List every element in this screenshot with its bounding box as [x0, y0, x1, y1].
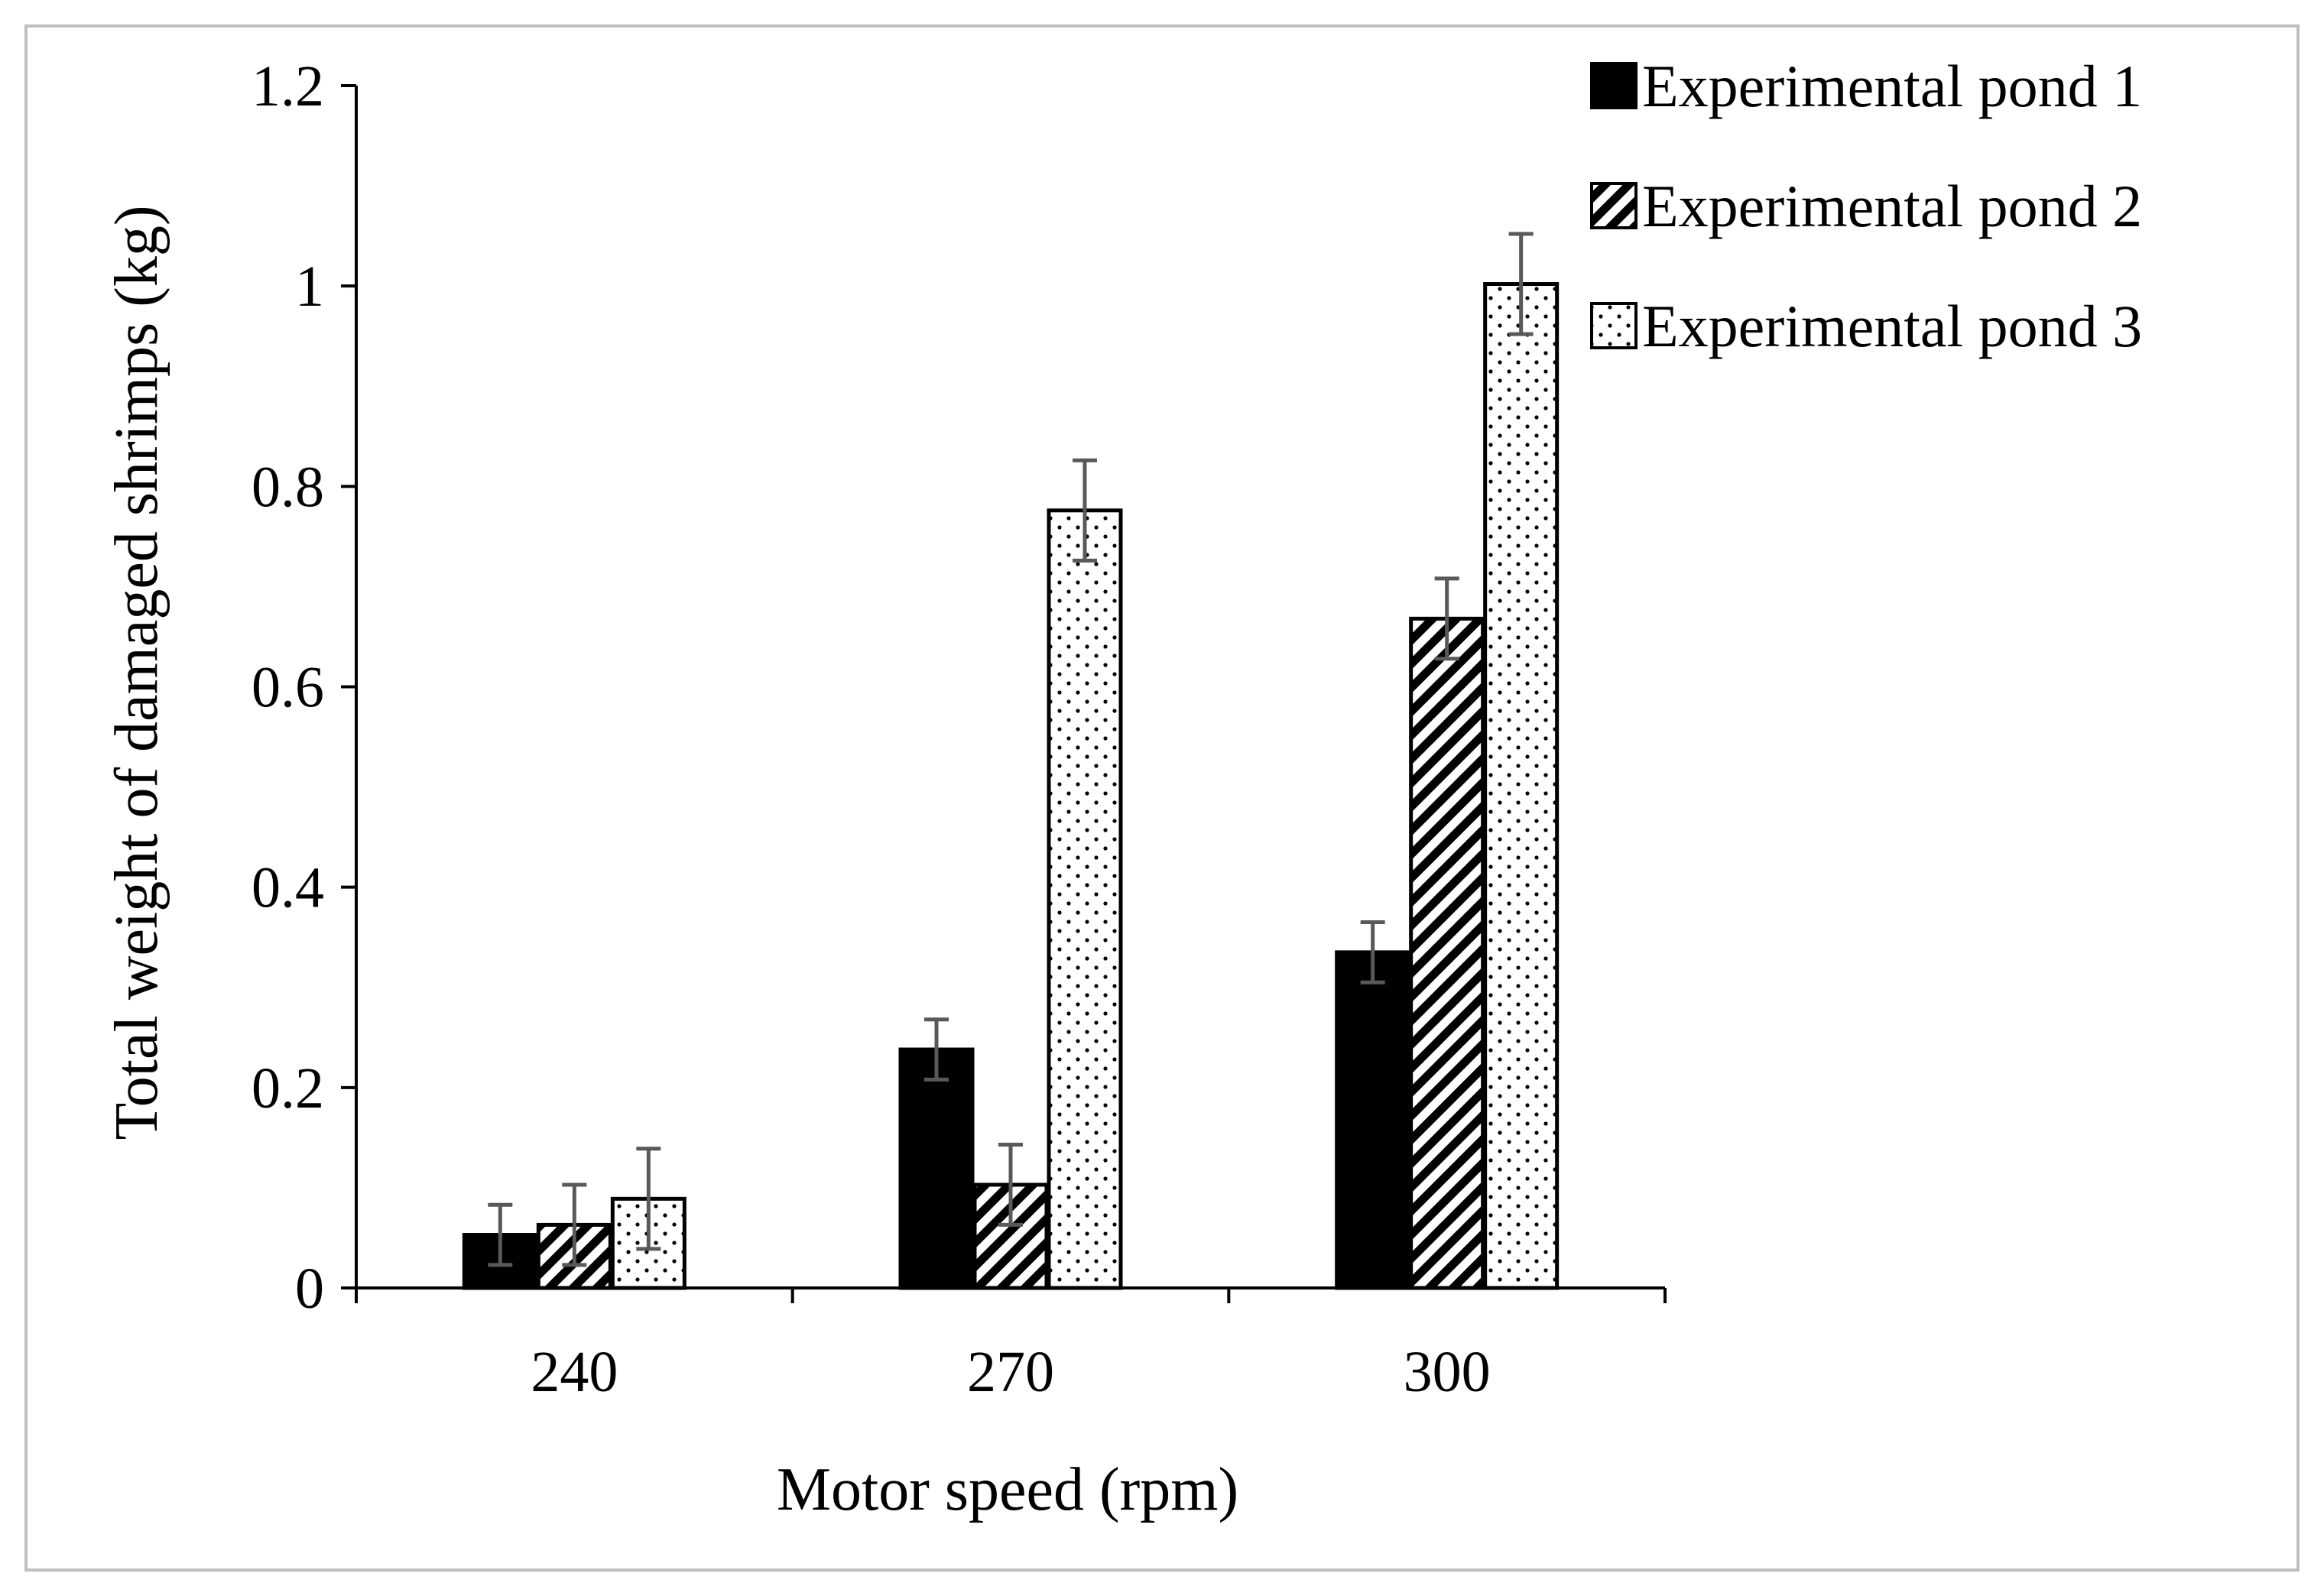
y-axis: 0 0.2 0.4 0.6 0.8 1 1.2: [252, 54, 358, 1321]
legend-swatch-pond-3: [1590, 302, 1638, 349]
legend: Experimental pond 1 Experimental pond 2 Ex…: [1590, 53, 2142, 359]
x-tick-label: 300: [1404, 1340, 1491, 1404]
bar-pond-3-270: [1047, 508, 1123, 1290]
y-tick-label: 0.2: [252, 1056, 324, 1121]
y-tick-label: 0.8: [252, 455, 324, 519]
bar-pond-1-270: [898, 1047, 975, 1290]
x-tick-label: 270: [967, 1340, 1054, 1404]
error-bars: [488, 232, 1534, 1267]
y-tick-label: 0.6: [252, 656, 324, 720]
x-axis: 240 270 300: [355, 1286, 1667, 1404]
legend-label-pond-3: Experimental pond 3: [1642, 293, 2142, 359]
x-axis-title: Motor speed (rpm): [777, 1456, 1238, 1523]
y-tick-label: 0.4: [252, 856, 324, 920]
chart-frame: [24, 24, 2300, 1572]
bar-pond-1-300: [1335, 950, 1411, 1290]
bar-pond-2-300: [1409, 616, 1485, 1290]
legend-swatch-pond-1: [1590, 62, 1638, 109]
x-tick-label: 240: [531, 1340, 618, 1404]
legend-label-pond-1: Experimental pond 1: [1642, 53, 2142, 119]
legend-label-pond-2: Experimental pond 2: [1642, 173, 2142, 239]
bar-pond-3-300: [1483, 282, 1560, 1290]
y-axis-title: Total weight of damaged shrimps (kg): [103, 205, 170, 1140]
bars: [462, 282, 1560, 1290]
y-tick-label: 0: [295, 1257, 324, 1321]
y-tick-label: 1.2: [252, 54, 324, 118]
y-tick-label: 1: [295, 255, 324, 319]
legend-swatch-pond-2: [1590, 182, 1638, 229]
